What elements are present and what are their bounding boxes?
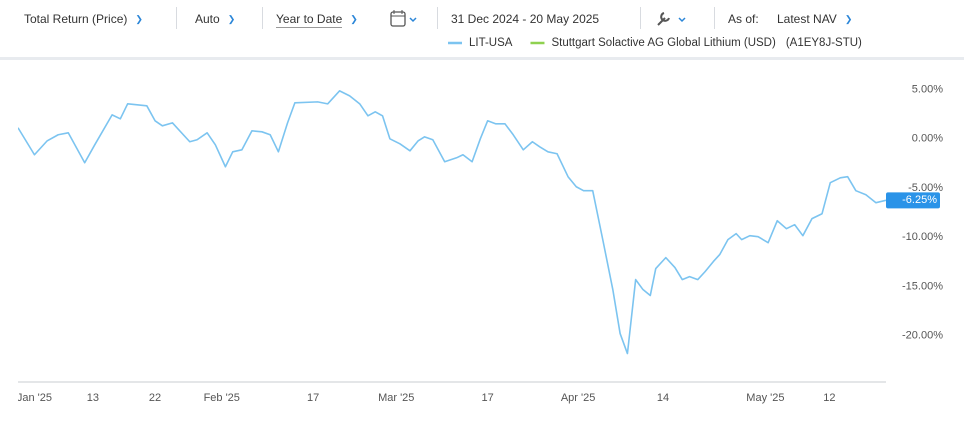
x-tick-label: 13	[87, 392, 99, 404]
calendar-icon	[390, 11, 406, 27]
return-type-dropdown[interactable]: Total Return (Price) ❯	[24, 10, 143, 28]
y-tick-label: 0.00%	[912, 133, 943, 145]
period-dropdown[interactable]: Year to Date ❯	[276, 10, 358, 28]
chart-top-border	[0, 57, 964, 60]
current-value-badge	[886, 192, 940, 209]
caret: ❯	[135, 14, 143, 24]
caret	[409, 17, 417, 23]
caret: ❯	[844, 14, 853, 24]
x-tick-label: Jan '25	[17, 392, 52, 404]
caret: ❯	[227, 14, 236, 24]
x-tick-label: 17	[307, 392, 319, 404]
current-value-label: -6.25%	[902, 194, 937, 206]
separator	[437, 7, 438, 29]
period: Year to Date	[276, 12, 343, 28]
y-tick-label: -15.00%	[902, 280, 943, 292]
tools-button[interactable]	[654, 9, 690, 29]
caret	[678, 17, 686, 23]
legend-label: LIT-USA	[469, 37, 513, 49]
separator	[176, 7, 177, 29]
y-tick-label: -20.00%	[902, 330, 943, 342]
caret: ❯	[350, 14, 358, 24]
wrench-icon	[657, 12, 670, 26]
x-tick-label: 12	[823, 392, 835, 404]
legend-note: (A1EY8J-STU)	[786, 37, 862, 49]
calendar-button[interactable]	[389, 9, 419, 29]
separator	[262, 7, 263, 29]
x-tick-label: Feb '25	[204, 392, 240, 404]
x-tick-label: May '25	[746, 392, 784, 404]
y-tick-label: -5.00%	[908, 182, 943, 194]
legend-label: Stuttgart Solactive AG Global Lithium (U…	[551, 37, 776, 49]
legend: LIT-USA Stuttgart Solactive AG Global Lit…	[448, 37, 862, 49]
frequency: Auto	[195, 12, 220, 26]
date-range: 31 Dec 2024 - 20 May 2025	[451, 12, 600, 26]
as-of-label: As of:	[728, 12, 759, 26]
separator	[714, 7, 715, 29]
x-tick-label: Mar '25	[378, 392, 414, 404]
y-tick-label: 5.00%	[912, 83, 943, 95]
frequency-dropdown[interactable]: Auto ❯	[195, 10, 235, 28]
x-tick-label: Apr '25	[561, 392, 596, 404]
plot-area: Jan '25 13 22 Feb '25 17 Mar '25 17 Apr '25 14 Ma…	[17, 90, 886, 404]
return-type: Total Return (Price)	[24, 12, 128, 26]
x-tick-label: 22	[149, 392, 161, 404]
as-of: Latest NAV	[777, 12, 837, 26]
y-tick-label: -10.00%	[902, 231, 943, 243]
x-tick-label: 17	[482, 392, 494, 404]
x-tick-label: 14	[657, 392, 669, 404]
series-line	[18, 90, 886, 355]
separator	[640, 7, 641, 29]
as-of-dropdown[interactable]: Latest NAV ❯	[777, 10, 852, 28]
